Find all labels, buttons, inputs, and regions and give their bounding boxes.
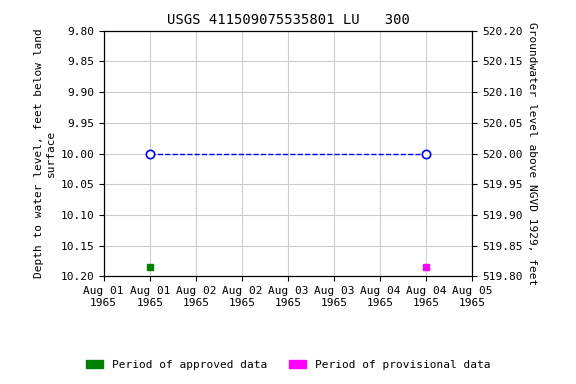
Legend: Period of approved data, Period of provisional data: Period of approved data, Period of provi… (82, 355, 494, 374)
Y-axis label: Depth to water level, feet below land
surface: Depth to water level, feet below land su… (35, 29, 56, 278)
Title: USGS 411509075535801 LU   300: USGS 411509075535801 LU 300 (166, 13, 410, 27)
Y-axis label: Groundwater level above NGVD 1929, feet: Groundwater level above NGVD 1929, feet (526, 22, 537, 285)
